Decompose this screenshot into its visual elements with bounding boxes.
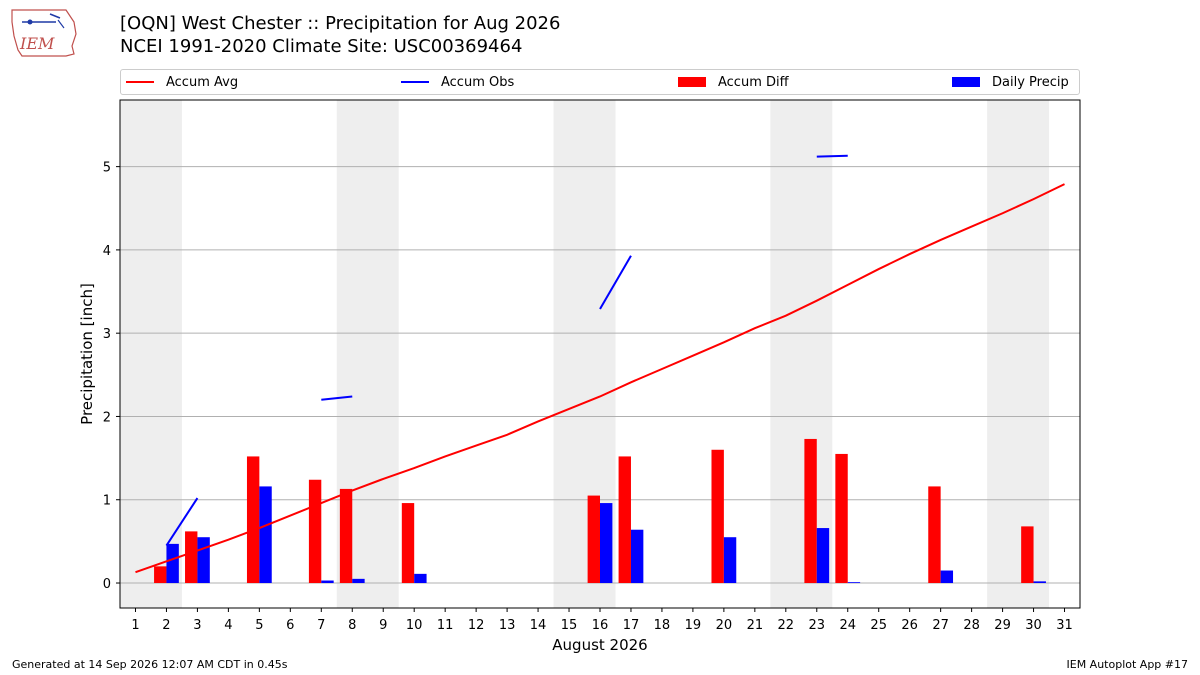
x-tick-label: 30 — [1025, 618, 1042, 633]
accum-diff-bar — [804, 438, 817, 584]
x-tick-label: 1 — [131, 618, 139, 633]
accum-obs-segment — [321, 395, 353, 401]
daily-precip-bar — [1033, 581, 1046, 584]
x-tick-label: 31 — [1056, 618, 1073, 633]
footer-generated: Generated at 14 Sep 2026 12:07 AM CDT in… — [12, 658, 288, 671]
x-tick-label: 5 — [255, 618, 263, 633]
daily-precip-bar — [259, 486, 272, 584]
x-tick-label: 18 — [654, 618, 671, 633]
legend-label-accum-obs: Accum Obs — [441, 74, 515, 90]
logo-text: IEM — [19, 34, 55, 53]
daily-precip-bar — [723, 537, 737, 584]
daily-precip-bar — [940, 570, 954, 584]
accum-diff-bar — [928, 486, 941, 584]
daily-precip-bar — [816, 528, 830, 584]
x-tick-label: 2 — [162, 618, 170, 633]
chart-title: [OQN] West Chester :: Precipitation for … — [120, 12, 560, 58]
y-tick-label: 4 — [103, 244, 111, 259]
x-tick-label: 4 — [224, 618, 232, 633]
daily-precip-bar — [352, 578, 365, 584]
y-tick-label: 2 — [103, 410, 111, 425]
x-tick-label: 28 — [963, 618, 980, 633]
accum-diff-bar — [835, 453, 848, 584]
x-tick-label: 16 — [592, 618, 609, 633]
legend-daily-precip: Daily Precip — [952, 70, 1069, 94]
accum-obs-segment — [816, 154, 848, 158]
x-tick-label: 20 — [716, 618, 733, 633]
x-tick-label: 19 — [685, 618, 702, 633]
accum-diff-bar — [308, 479, 322, 584]
x-tick-label: 27 — [932, 618, 949, 633]
accum-diff-bar — [711, 449, 724, 584]
legend-label-accum-diff: Accum Diff — [718, 74, 789, 90]
x-tick-label: 17 — [623, 618, 640, 633]
weekend-shade — [770, 100, 833, 608]
legend-label-daily-precip: Daily Precip — [992, 74, 1069, 90]
accum-diff-bar — [401, 503, 415, 584]
daily-precip-bar — [321, 580, 334, 584]
x-tick-label: 25 — [870, 618, 887, 633]
x-tick-label: 7 — [317, 618, 325, 633]
daily-precip-bar — [166, 543, 179, 584]
daily-precip-bar — [414, 573, 427, 584]
x-tick-label: 26 — [901, 618, 918, 633]
y-tick-label: 1 — [103, 494, 111, 509]
weekend-shade — [987, 100, 1050, 608]
daily-precip-bar — [630, 529, 644, 584]
legend-accum-avg: Accum Avg — [126, 70, 238, 94]
legend-line-swatch — [401, 81, 429, 83]
x-tick-label: 3 — [193, 618, 201, 633]
daily-precip-bar — [197, 537, 210, 584]
legend-accum-obs: Accum Obs — [401, 70, 514, 94]
accum-diff-bar — [618, 456, 631, 584]
weekend-shade — [120, 100, 182, 608]
legend-box-swatch — [678, 77, 706, 87]
iem-logo: IEM — [11, 9, 77, 57]
legend-line-swatch — [126, 81, 154, 83]
title-line-2: NCEI 1991-2020 Climate Site: USC00369464 — [120, 36, 523, 57]
accum-diff-bar — [1021, 526, 1034, 584]
x-tick-label: 9 — [379, 618, 387, 633]
accum-diff-bar — [339, 488, 353, 584]
x-axis-label: August 2026 — [552, 636, 647, 654]
accum-obs-segment — [165, 497, 199, 547]
daily-precip-bar — [600, 503, 613, 584]
daily-precip-bar — [847, 582, 861, 584]
accum-diff-bar — [154, 566, 167, 584]
x-tick-label: 22 — [778, 618, 795, 633]
title-line-1: [OQN] West Chester :: Precipitation for … — [120, 13, 561, 34]
x-tick-label: 10 — [406, 618, 423, 633]
x-tick-label: 24 — [839, 618, 856, 633]
x-tick-label: 21 — [747, 618, 764, 633]
footer-app: IEM Autoplot App #17 — [1066, 658, 1189, 671]
accum-diff-bar — [246, 456, 260, 584]
x-tick-label: 11 — [437, 618, 454, 633]
x-tick-label: 15 — [561, 618, 578, 633]
accum-obs-segment — [599, 255, 632, 310]
legend: Accum Avg Accum Obs Accum Diff Daily Pre… — [120, 69, 1080, 95]
y-tick-label: 5 — [103, 161, 111, 176]
y-tick-label: 0 — [103, 577, 111, 592]
x-tick-label: 12 — [468, 618, 485, 633]
legend-box-swatch — [952, 77, 980, 87]
y-tick-label: 3 — [103, 327, 111, 342]
accum-diff-bar — [587, 495, 600, 584]
x-tick-label: 8 — [348, 618, 356, 633]
accum-avg-line — [135, 183, 1065, 574]
legend-accum-diff: Accum Diff — [678, 70, 789, 94]
y-axis-label: Precipitation [inch] — [78, 283, 96, 425]
x-tick-label: 23 — [809, 618, 826, 633]
x-tick-label: 6 — [286, 618, 294, 633]
x-tick-label: 14 — [530, 618, 547, 633]
x-tick-label: 13 — [499, 618, 516, 633]
legend-label-accum-avg: Accum Avg — [166, 74, 239, 90]
x-tick-label: 29 — [994, 618, 1011, 633]
accum-diff-bar — [185, 531, 198, 584]
